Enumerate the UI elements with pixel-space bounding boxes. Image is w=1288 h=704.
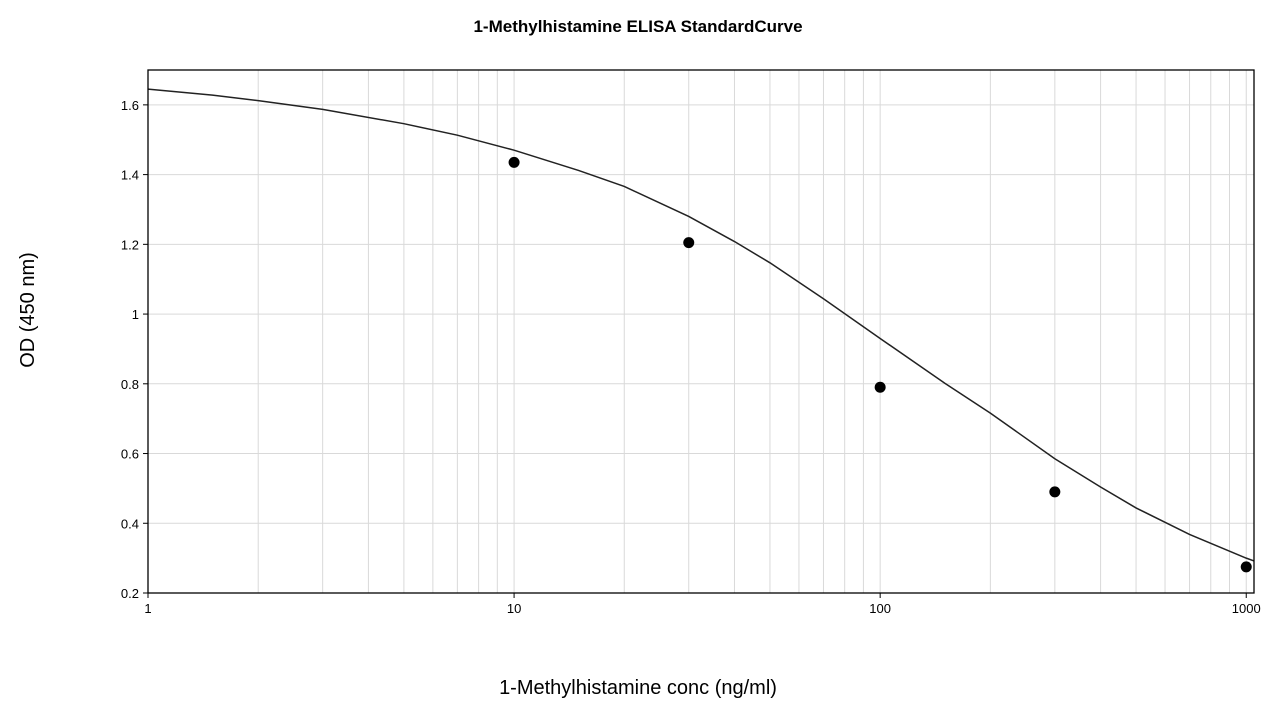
y-axis-label: OD (450 nm) [17, 252, 39, 368]
data-points [508, 156, 1252, 573]
y-tick-label: 0.6 [121, 447, 139, 462]
data-point [1049, 486, 1061, 498]
x-tick-label: 1 [144, 601, 151, 616]
grid-lines [148, 70, 1254, 593]
y-tick-label: 0.2 [121, 586, 139, 601]
x-tick-label: 100 [869, 601, 891, 616]
y-tick-label: 1 [132, 307, 139, 322]
fit-curve-line [147, 88, 1255, 562]
data-point [874, 381, 886, 393]
plot-area-frame [147, 69, 1255, 594]
y-tick-label: 1.2 [121, 237, 139, 252]
chart-title: 1-Methylhistamine ELISA StandardCurve [473, 17, 802, 36]
data-point [508, 156, 520, 168]
y-tick-label: 1.4 [121, 168, 139, 183]
y-axis-ticks: 0.2 0.4 0.6 0.8 1 1.2 1.4 1.6 [121, 98, 148, 601]
y-tick-label: 0.8 [121, 377, 139, 392]
y-tick-label: 0.4 [121, 516, 139, 531]
x-axis-label: 1-Methylhistamine conc (ng/ml) [499, 677, 777, 699]
x-tick-label: 10 [507, 601, 521, 616]
x-axis-ticks: 1 10 100 1000 [144, 593, 1261, 616]
x-tick-label: 1000 [1232, 601, 1261, 616]
data-point [683, 237, 695, 249]
y-tick-label: 1.6 [121, 98, 139, 113]
data-point [1240, 561, 1252, 573]
